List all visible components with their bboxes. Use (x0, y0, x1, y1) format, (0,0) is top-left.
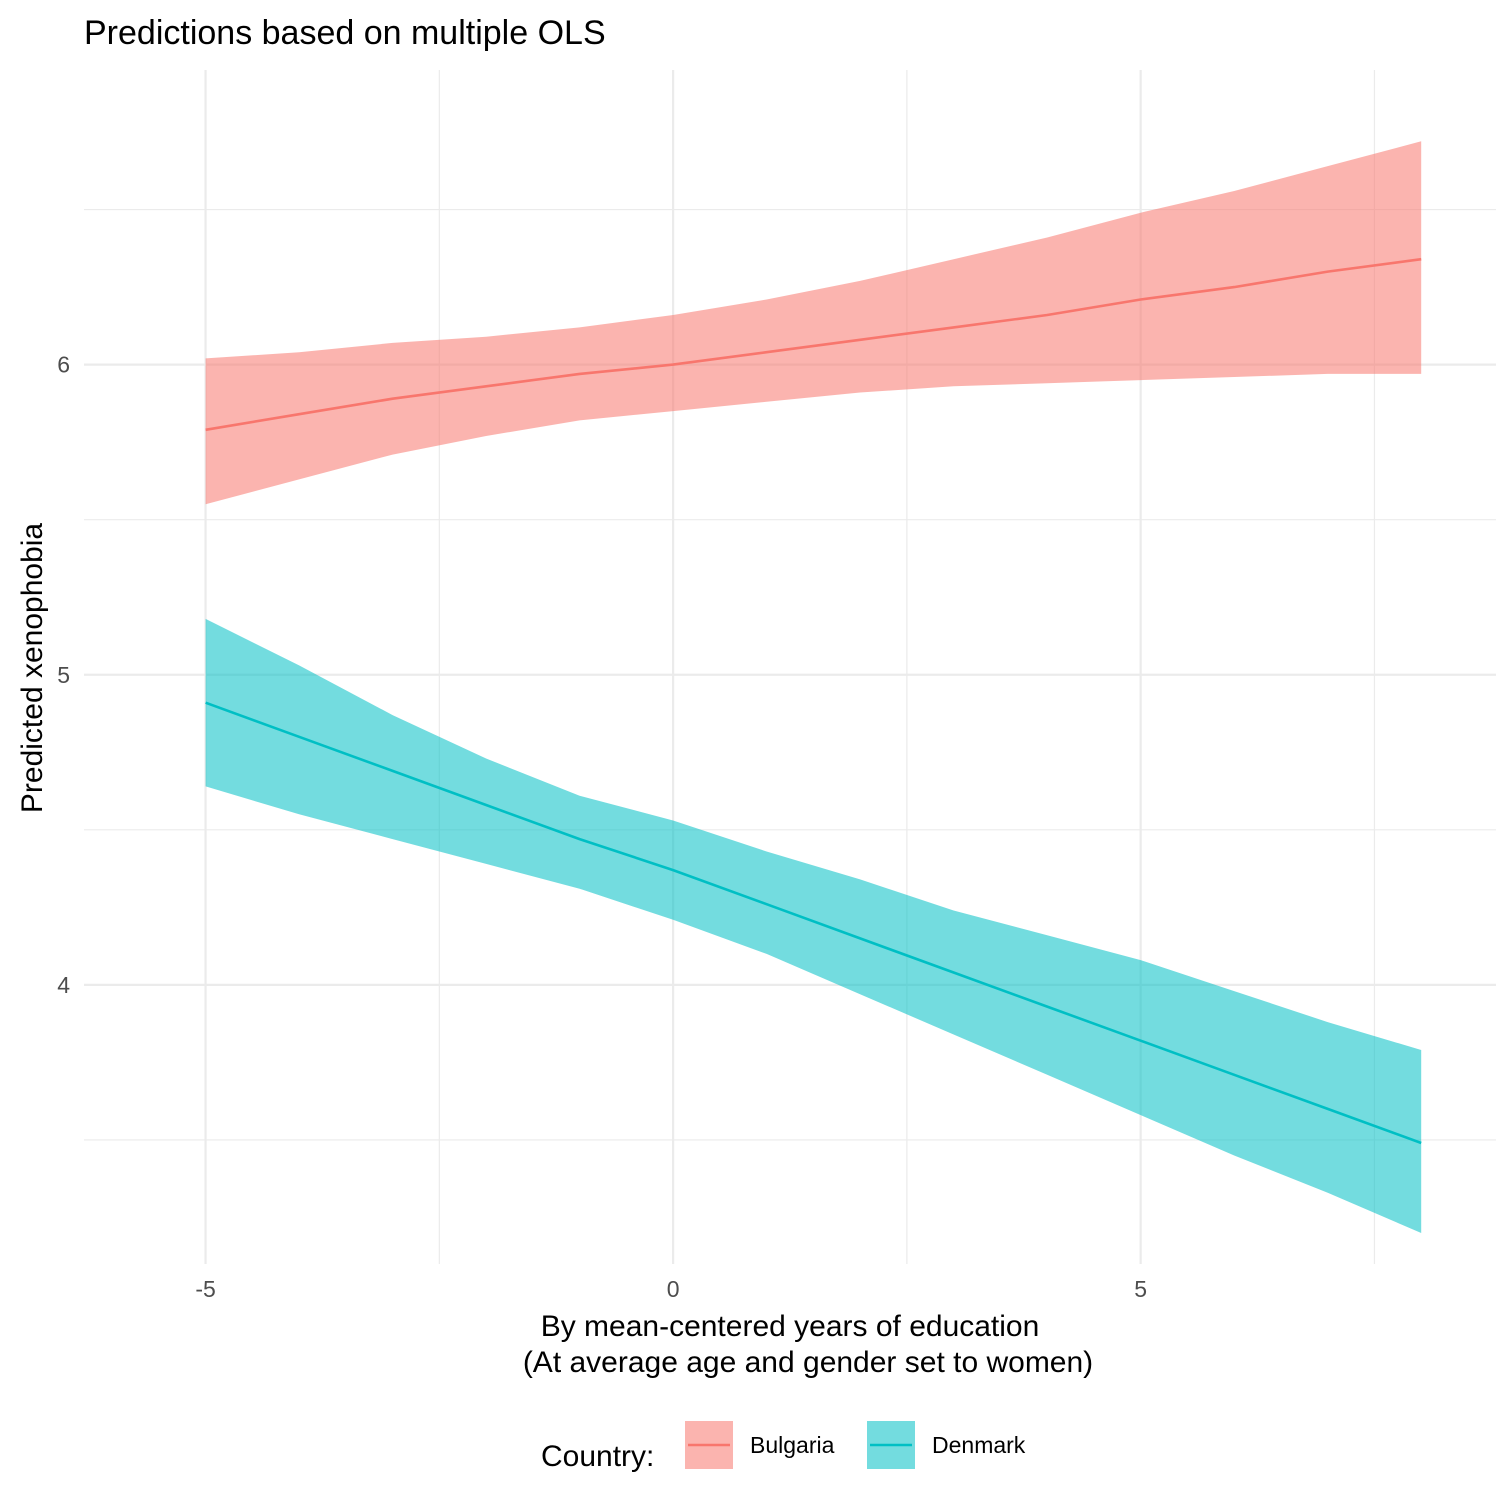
y-tick-label: 4 (57, 972, 70, 998)
denmark-confidence-band (205, 618, 1422, 1233)
x-tick-label: -5 (195, 1276, 215, 1302)
legend-title: Country: (541, 1440, 654, 1473)
x-axis-title-line-2: (At average age and gender set to women) (523, 1346, 1093, 1379)
x-tick-label: 0 (667, 1276, 680, 1302)
chart-title: Predictions based on multiple OLS (84, 14, 606, 52)
y-tick-labels: 4 5 6 (57, 352, 70, 998)
bulgaria-confidence-band (205, 141, 1422, 505)
legend-label-denmark: Denmark (932, 1432, 1026, 1458)
legend-label-bulgaria: Bulgaria (750, 1432, 835, 1458)
confidence-ribbons (205, 141, 1422, 1233)
bulgaria-fit-line (205, 257, 1422, 432)
denmark-fit-line (205, 701, 1422, 1145)
legend-keys: Bulgaria Denmark (685, 1421, 1026, 1469)
x-axis-title-line-1: By mean-centered years of education (541, 1310, 1040, 1343)
legend: Country: Bulgaria Denmark (541, 1421, 1026, 1473)
y-axis-title: Predicted xenophobia (16, 523, 49, 814)
x-tick-label: 5 (1134, 1276, 1147, 1302)
fit-lines (205, 257, 1422, 1145)
y-tick-label: 5 (57, 662, 70, 688)
y-tick-label: 6 (57, 352, 70, 378)
x-tick-labels: -5 0 5 (195, 1276, 1147, 1302)
